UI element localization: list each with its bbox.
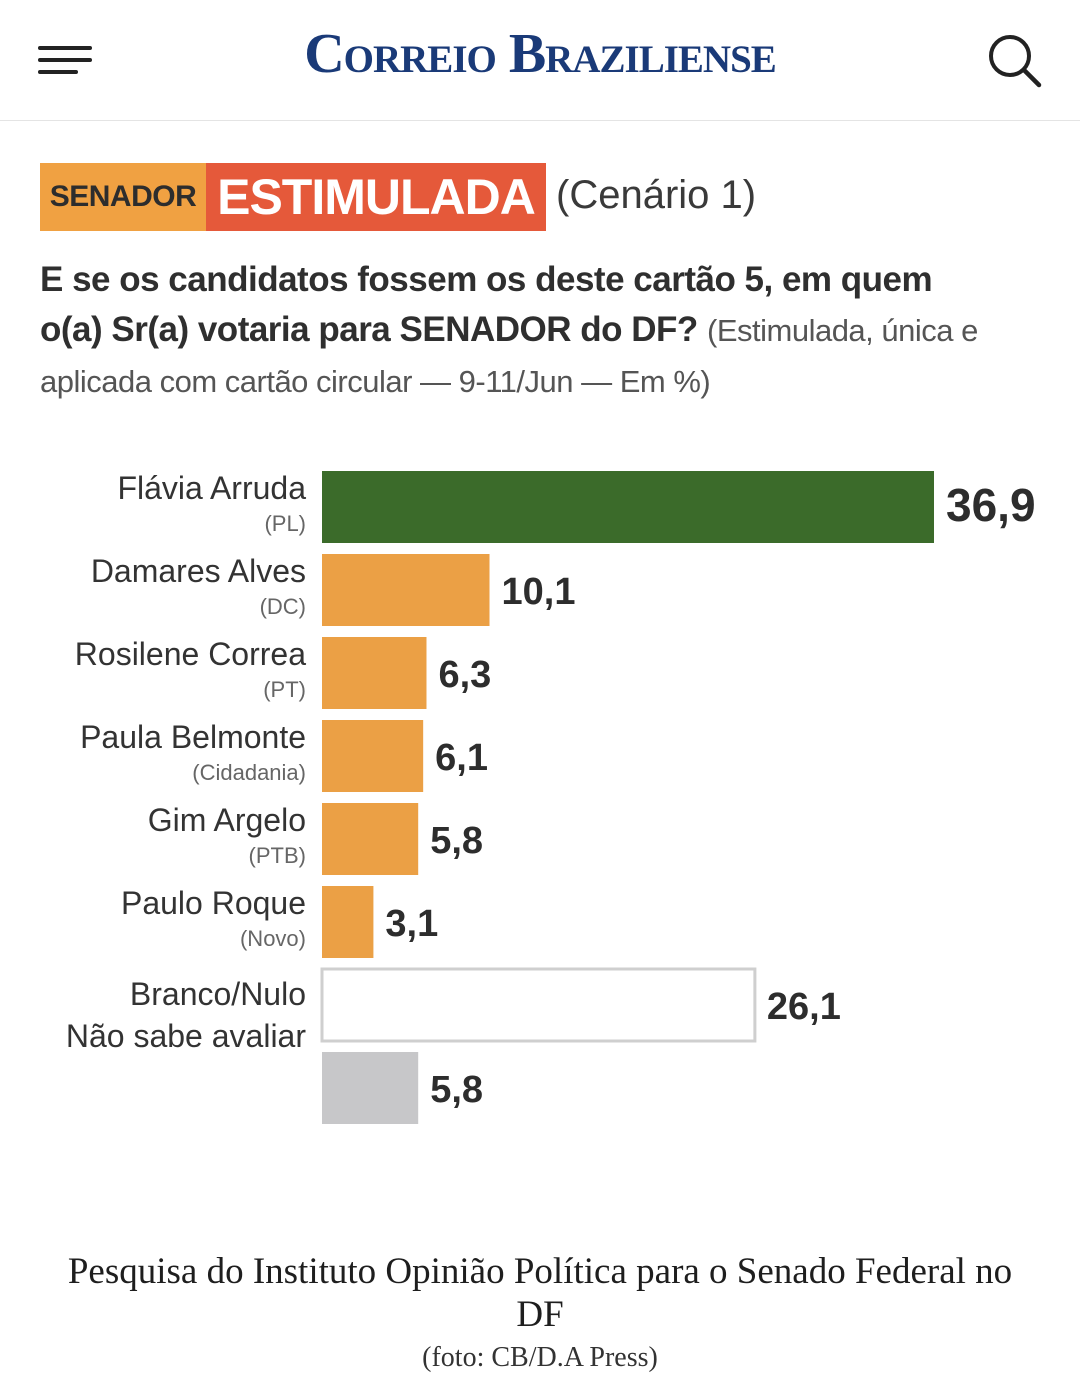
value-label: 26,1 (767, 986, 841, 1028)
bar-chart-svg: Flávia Arruda (PL) 36,9 Damares Alves (DC) 10… (66, 470, 1036, 1124)
party-label: (PTB) (249, 843, 306, 868)
bar-4 (322, 803, 419, 875)
bar-5 (322, 886, 374, 958)
party-label: (PT) (263, 677, 306, 702)
search-icon[interactable] (986, 32, 1044, 90)
hamburger-menu-icon[interactable] (38, 40, 98, 80)
party-label: (Novo) (240, 926, 306, 951)
value-label: 3,1 (385, 903, 438, 945)
category-label: Branco/Nulo (130, 976, 306, 1012)
image-caption: Pesquisa do Instituto Opinião Política p… (67, 1251, 1013, 1335)
bar-chart: Flávia Arruda (PL) 36,9 Damares Alves (DC) 10… (0, 441, 1080, 1141)
scenario-label: (Cenário 1) (556, 173, 757, 217)
value-label: 6,1 (435, 737, 488, 779)
party-label: (PL) (264, 511, 306, 536)
value-label: 5,8 (430, 820, 483, 862)
question-main: E se os candidatos fossem os deste cartã… (40, 260, 933, 349)
poll-question: E se os candidatos fossem os deste cartã… (40, 255, 1000, 407)
category-label: Rosilene Correa (75, 636, 306, 672)
bar-6 (320, 967, 757, 1043)
bar-7 (322, 1052, 419, 1124)
bar-2 (322, 637, 427, 709)
site-header: Correio Braziliense (0, 0, 1080, 121)
estimulada-tag: ESTIMULADA (206, 163, 546, 231)
party-label: (DC) (260, 594, 306, 619)
bar-3 (322, 720, 424, 792)
value-label: 5,8 (430, 1069, 483, 1111)
value-label: 10,1 (502, 571, 576, 613)
value-label: 36,9 (946, 479, 1036, 531)
site-logo[interactable]: Correio Braziliense (304, 23, 777, 85)
senador-tag: SENADOR (40, 163, 206, 231)
category-label: Damares Alves (91, 553, 306, 589)
bar-0 (322, 471, 934, 543)
poll-infographic: SENADOR ESTIMULADA (Cenário 1) E se os c… (0, 121, 1080, 1231)
category-label: Flávia Arruda (117, 470, 306, 506)
category-label: Paulo Roque (121, 885, 306, 921)
photo-credit: (foto: CB/D.A Press) (422, 1342, 658, 1373)
question-note: (Estimulada, única e aplicada com cartão… (40, 313, 978, 399)
category-label: Gim Argelo (148, 802, 306, 838)
bar-1 (322, 554, 490, 626)
party-label: (Cidadania) (192, 760, 306, 785)
value-label: 6,3 (438, 654, 491, 696)
category-label: Paula Belmonte (80, 719, 306, 755)
category-label: Não sabe avaliar (66, 1018, 306, 1054)
